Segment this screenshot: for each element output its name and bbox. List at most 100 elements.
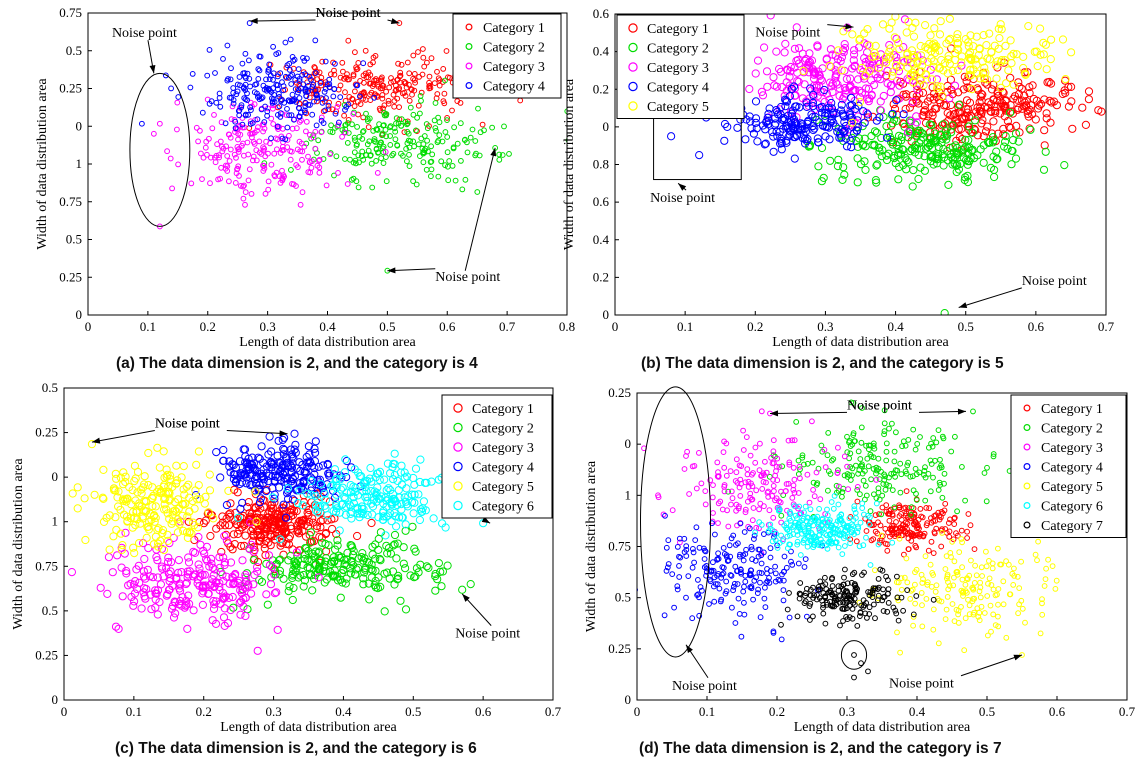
data-point	[861, 142, 870, 151]
data-point	[1015, 128, 1024, 137]
data-point	[780, 597, 787, 604]
data-point	[330, 566, 339, 575]
data-point	[234, 88, 241, 95]
legend-marker	[453, 461, 463, 472]
data-point	[178, 593, 187, 602]
data-point	[772, 472, 778, 479]
data-point	[859, 505, 866, 512]
data-point	[403, 502, 412, 511]
data-point	[857, 610, 864, 616]
x-tick-label: 0	[61, 704, 68, 719]
data-point	[846, 515, 853, 522]
data-point	[930, 435, 937, 441]
legend-label: Category 1	[647, 22, 709, 37]
data-point	[184, 553, 193, 562]
data-point	[445, 74, 451, 81]
data-point	[309, 87, 316, 94]
data-point	[216, 152, 222, 159]
data-point	[198, 570, 207, 580]
legend-label: Category 4	[647, 81, 709, 96]
annotation-arrow	[226, 430, 288, 435]
data-point	[231, 151, 238, 158]
data-point	[784, 533, 791, 540]
data-point	[774, 477, 781, 484]
data-point	[365, 474, 374, 483]
data-point	[1049, 97, 1059, 106]
annotation-label: Noise point	[650, 191, 715, 206]
noise-point	[290, 429, 299, 438]
data-point	[357, 508, 367, 518]
data-point	[978, 564, 985, 571]
data-point	[934, 595, 941, 602]
data-point	[249, 556, 258, 565]
data-point	[977, 579, 983, 586]
data-point	[880, 608, 887, 614]
data-point	[379, 95, 386, 102]
data-point	[253, 157, 260, 164]
data-point	[240, 445, 250, 454]
x-axis-label: Length of data distribution area	[772, 335, 949, 350]
data-point	[941, 507, 948, 514]
data-point	[1047, 35, 1056, 44]
data-point	[842, 142, 852, 151]
data-point	[426, 79, 433, 86]
data-point	[295, 66, 302, 72]
data-point	[748, 567, 755, 574]
data-point	[896, 535, 903, 542]
data-point	[733, 501, 740, 508]
data-point	[275, 483, 284, 492]
data-point	[790, 464, 797, 471]
data-point	[218, 119, 225, 126]
data-point	[299, 189, 306, 196]
data-point	[435, 75, 442, 82]
data-point	[111, 622, 121, 631]
data-point	[1067, 82, 1076, 92]
data-point	[953, 530, 959, 537]
data-point	[844, 449, 851, 456]
data-point	[873, 470, 879, 477]
data-point	[954, 45, 963, 55]
data-point	[329, 129, 336, 136]
data-point	[457, 120, 464, 127]
data-point	[789, 82, 799, 91]
data-point	[861, 165, 870, 174]
data-point	[781, 122, 791, 131]
data-point	[243, 503, 252, 512]
data-point	[1041, 147, 1050, 156]
data-point	[908, 23, 917, 32]
data-point	[416, 560, 425, 569]
data-point	[398, 61, 405, 68]
y-tick-label: 0.75	[35, 558, 58, 573]
data-point	[818, 121, 828, 130]
data-point	[402, 500, 411, 509]
data-point	[769, 73, 778, 82]
data-point	[683, 543, 690, 549]
data-point	[285, 485, 294, 494]
data-point	[375, 475, 384, 485]
data-point	[376, 582, 385, 592]
data-point	[929, 57, 938, 66]
data-point	[902, 156, 912, 165]
data-point	[777, 145, 786, 154]
data-point	[949, 538, 956, 545]
data-point	[454, 140, 461, 147]
data-point	[250, 157, 256, 164]
data-point	[847, 143, 856, 152]
data-point	[213, 99, 220, 106]
data-point	[764, 489, 771, 496]
data-point	[200, 570, 209, 579]
data-point	[274, 517, 284, 527]
data-point	[942, 566, 949, 572]
data-point	[409, 473, 418, 483]
data-point	[772, 497, 778, 504]
data-point	[741, 583, 747, 590]
data-point	[257, 472, 266, 481]
data-point	[770, 483, 777, 489]
data-point	[294, 529, 303, 538]
data-point	[401, 78, 408, 85]
data-point	[972, 107, 981, 116]
data-point	[884, 149, 893, 158]
data-point	[404, 158, 410, 165]
data-point	[301, 532, 311, 541]
data-point	[797, 590, 803, 597]
